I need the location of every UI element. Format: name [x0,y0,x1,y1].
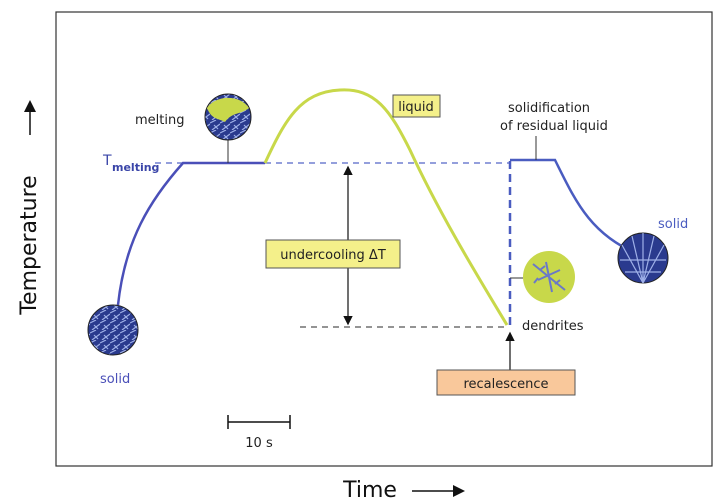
frame [55,11,713,467]
undercooling-label: undercooling ΔT [280,248,386,263]
dendrites-label: dendrites [522,319,584,334]
heating-curve [116,161,265,306]
t-melting-symbol: T [102,153,112,169]
t-melting-subscript: melting [112,161,159,174]
grain-lines [620,233,666,284]
x-axis-label: Time [342,478,397,503]
scale-label: 10 s [245,436,273,451]
label-box [436,369,576,396]
solid-label: solid [658,217,688,232]
recalescence-label: recalescence [463,377,548,392]
melting-label: melting [135,113,184,128]
label-box [392,94,441,118]
dendrite-lines [532,261,566,293]
solid-label: solid [100,372,130,387]
cooling-curve [510,158,641,257]
liquid-label: liquid [398,100,434,115]
solidification-label: of residual liquid [500,119,608,134]
melt-region [207,97,249,122]
solid-icon [87,304,139,356]
liquid-curve [263,88,509,326]
label-box [265,239,401,269]
solidification-label: solidification [508,101,590,116]
y-axis-label: Temperature [17,175,42,315]
